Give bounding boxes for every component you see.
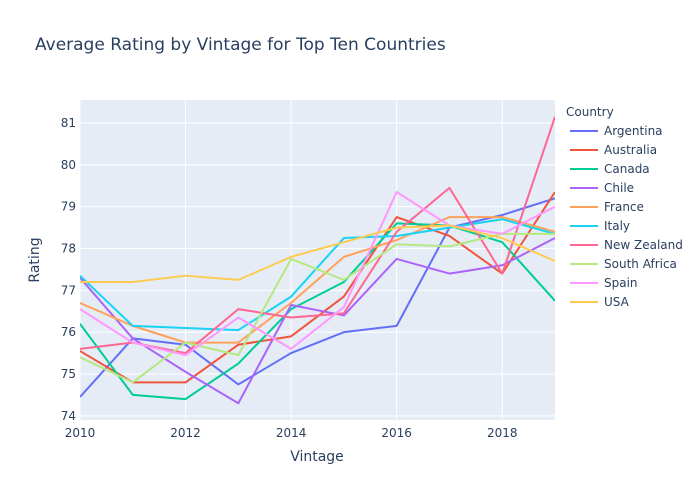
legend-item-usa[interactable]: USA	[570, 295, 630, 309]
legend-label: Canada	[604, 162, 650, 176]
series-line-canada	[80, 222, 555, 401]
y-tick-label: 74	[61, 409, 76, 423]
y-tick-label: 75	[61, 367, 76, 381]
y-tick-label: 81	[61, 116, 76, 130]
series-line-south-africa	[80, 232, 555, 384]
legend-label: Argentina	[604, 124, 663, 138]
y-tick-label: 78	[61, 241, 76, 255]
legend: Country Argentina Australia Canada Chile Fra…	[566, 105, 683, 309]
legend-label: South Africa	[604, 257, 677, 271]
y-tick-label: 80	[61, 158, 76, 172]
x-axis-title: Vintage	[290, 449, 344, 465]
legend-label: Italy	[604, 219, 630, 233]
chart-title: Average Rating by Vintage for Top Ten Co…	[35, 35, 446, 55]
series-line-italy	[80, 218, 555, 332]
series-line-france	[80, 216, 555, 344]
x-tick-label: 2014	[276, 426, 307, 440]
series-line-usa	[80, 224, 555, 283]
legend-label: Chile	[604, 181, 634, 195]
series-line-argentina	[80, 197, 555, 398]
series-line-spain	[80, 191, 555, 357]
legend-item-argentina[interactable]: Argentina	[570, 124, 663, 138]
legend-item-canada[interactable]: Canada	[570, 162, 650, 176]
legend-label: Spain	[604, 276, 638, 290]
legend-title: Country	[566, 105, 614, 119]
legend-item-italy[interactable]: Italy	[570, 219, 630, 233]
legend-item-new-zealand[interactable]: New Zealand	[570, 238, 683, 252]
legend-item-south-africa[interactable]: South Africa	[570, 257, 677, 271]
series-lines	[80, 116, 555, 405]
legend-item-chile[interactable]: Chile	[570, 181, 634, 195]
x-tick-label: 2010	[65, 426, 96, 440]
series-line-new-zealand	[80, 116, 555, 355]
legend-label: France	[604, 200, 644, 214]
y-tick-label: 77	[61, 283, 76, 297]
plot-area	[80, 100, 555, 420]
x-tick-label: 2018	[487, 426, 518, 440]
tick-labels: 2010 2012 2014 2016 2018 74 75 76 77 78 79 80 81	[61, 116, 518, 440]
legend-item-australia[interactable]: Australia	[570, 143, 657, 157]
x-tick-label: 2016	[381, 426, 412, 440]
y-tick-label: 76	[61, 325, 76, 339]
legend-label: Australia	[604, 143, 657, 157]
series-line-chile	[80, 237, 555, 405]
legend-label: USA	[604, 295, 630, 309]
x-tick-label: 2012	[170, 426, 201, 440]
legend-item-spain[interactable]: Spain	[570, 276, 638, 290]
legend-item-france[interactable]: France	[570, 200, 644, 214]
y-axis-title: Rating	[27, 237, 43, 282]
legend-label: New Zealand	[604, 238, 683, 252]
series-line-australia	[80, 191, 555, 384]
y-tick-label: 79	[61, 200, 76, 214]
